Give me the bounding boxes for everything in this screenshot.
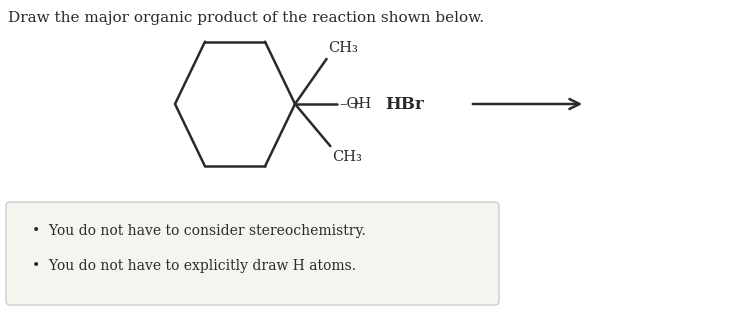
Text: •  You do not have to explicitly draw H atoms.: • You do not have to explicitly draw H a… bbox=[32, 259, 356, 273]
FancyBboxPatch shape bbox=[6, 202, 499, 305]
Text: +: + bbox=[348, 95, 362, 112]
Text: CH₃: CH₃ bbox=[332, 150, 362, 164]
Text: CH₃: CH₃ bbox=[328, 41, 358, 55]
Text: –OH: –OH bbox=[339, 97, 371, 111]
Text: •  You do not have to consider stereochemistry.: • You do not have to consider stereochem… bbox=[32, 224, 366, 238]
Text: HBr: HBr bbox=[385, 95, 424, 112]
Text: Draw the major organic product of the reaction shown below.: Draw the major organic product of the re… bbox=[8, 11, 484, 25]
